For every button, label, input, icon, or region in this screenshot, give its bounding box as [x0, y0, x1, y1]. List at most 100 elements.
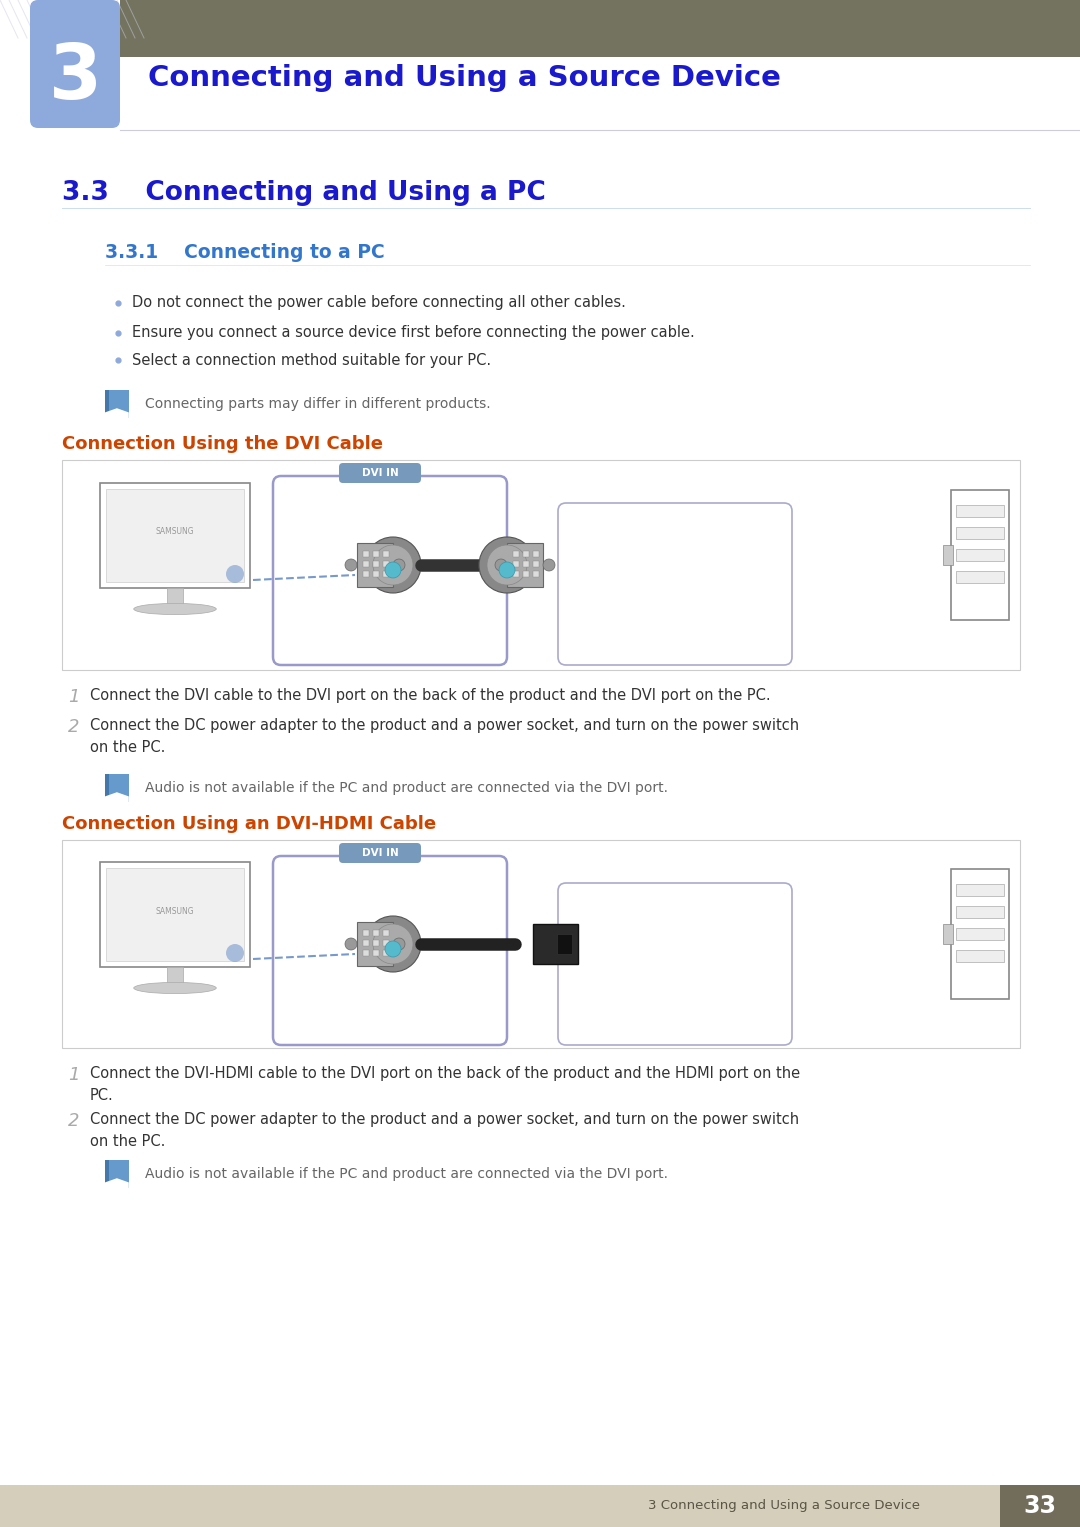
Polygon shape	[105, 1179, 129, 1188]
Circle shape	[384, 562, 401, 579]
Bar	[951, 490, 1009, 620]
Polygon shape	[105, 793, 129, 802]
Circle shape	[365, 538, 421, 592]
Circle shape	[373, 924, 413, 964]
Bar	[557, 935, 572, 954]
Bar	[105, 389, 109, 418]
Bar	[956, 505, 1004, 518]
Text: 33: 33	[1024, 1493, 1056, 1518]
Text: 2: 2	[68, 1112, 80, 1130]
Circle shape	[345, 938, 357, 950]
Bar	[105, 774, 129, 802]
Bar	[106, 867, 244, 960]
Bar	[1000, 1484, 1080, 1527]
Bar	[513, 551, 519, 557]
Text: Do not connect the power cable before connecting all other cables.: Do not connect the power cable before co…	[132, 296, 626, 310]
Text: Connect the DVI-HDMI cable to the DVI port on the back of the product and the HD: Connect the DVI-HDMI cable to the DVI po…	[90, 1066, 800, 1081]
Bar	[507, 544, 543, 586]
Circle shape	[373, 545, 413, 585]
Bar	[513, 571, 519, 577]
FancyBboxPatch shape	[273, 857, 507, 1044]
Bar	[105, 774, 109, 802]
Bar	[105, 1161, 129, 1188]
Bar	[534, 571, 539, 577]
Polygon shape	[105, 408, 129, 418]
Circle shape	[543, 559, 555, 571]
Text: 3.3.1    Connecting to a PC: 3.3.1 Connecting to a PC	[105, 243, 384, 261]
Bar	[373, 930, 379, 936]
Text: Connection Using the DVI Cable: Connection Using the DVI Cable	[62, 435, 383, 454]
Text: Audio is not available if the PC and product are connected via the DVI port.: Audio is not available if the PC and pro…	[145, 1167, 669, 1180]
Circle shape	[480, 538, 535, 592]
Bar	[523, 551, 529, 557]
Bar	[363, 950, 369, 956]
Bar	[100, 863, 249, 967]
Bar	[106, 489, 244, 582]
Bar	[943, 545, 953, 565]
Bar	[383, 930, 389, 936]
Bar	[363, 941, 369, 947]
Text: 1: 1	[68, 689, 80, 705]
Bar	[943, 924, 953, 944]
Text: SAMSUNG: SAMSUNG	[156, 907, 194, 916]
Bar	[357, 544, 393, 586]
Ellipse shape	[226, 565, 244, 583]
FancyBboxPatch shape	[339, 843, 421, 863]
Bar	[534, 924, 578, 964]
Circle shape	[393, 938, 405, 950]
Bar	[523, 571, 529, 577]
Bar	[373, 551, 379, 557]
Text: Connecting and Using a Source Device: Connecting and Using a Source Device	[148, 64, 781, 92]
Bar	[62, 840, 1020, 1048]
Bar	[383, 551, 389, 557]
FancyBboxPatch shape	[30, 0, 120, 128]
Bar	[105, 1161, 109, 1188]
Bar	[357, 922, 393, 967]
FancyBboxPatch shape	[273, 476, 507, 664]
Bar	[383, 941, 389, 947]
Circle shape	[487, 545, 527, 585]
Bar	[534, 551, 539, 557]
Bar	[120, 0, 1080, 56]
FancyBboxPatch shape	[558, 502, 792, 664]
Bar	[105, 389, 129, 418]
Ellipse shape	[134, 603, 216, 614]
Text: 2: 2	[68, 718, 80, 736]
Text: on the PC.: on the PC.	[90, 1135, 165, 1148]
Bar	[956, 527, 1004, 539]
Circle shape	[345, 559, 357, 571]
Bar	[167, 967, 183, 988]
Text: Ensure you connect a source device first before connecting the power cable.: Ensure you connect a source device first…	[132, 325, 694, 341]
Text: Connecting parts may differ in different products.: Connecting parts may differ in different…	[145, 397, 490, 411]
Text: 3 Connecting and Using a Source Device: 3 Connecting and Using a Source Device	[648, 1500, 920, 1513]
Text: 3.3    Connecting and Using a PC: 3.3 Connecting and Using a PC	[62, 180, 545, 206]
Bar	[62, 460, 1020, 670]
Circle shape	[495, 559, 507, 571]
Bar	[373, 941, 379, 947]
Circle shape	[393, 559, 405, 571]
Bar	[956, 550, 1004, 560]
Bar	[951, 869, 1009, 999]
Text: 1: 1	[68, 1066, 80, 1084]
Bar	[373, 571, 379, 577]
Text: DVI IN: DVI IN	[362, 847, 399, 858]
Bar	[523, 560, 529, 567]
Bar	[956, 571, 1004, 583]
Bar	[513, 560, 519, 567]
Bar	[363, 551, 369, 557]
FancyBboxPatch shape	[558, 883, 792, 1044]
Bar	[534, 560, 539, 567]
Circle shape	[365, 916, 421, 973]
Text: Select a connection method suitable for your PC.: Select a connection method suitable for …	[132, 353, 491, 368]
Text: SAMSUNG: SAMSUNG	[156, 527, 194, 536]
Bar	[383, 950, 389, 956]
Bar	[167, 588, 183, 609]
Text: DVI IN: DVI IN	[362, 467, 399, 478]
Bar	[100, 483, 249, 588]
Bar	[956, 950, 1004, 962]
Bar	[363, 930, 369, 936]
Bar	[373, 560, 379, 567]
Text: on the PC.: on the PC.	[90, 741, 165, 754]
Text: Connect the DC power adapter to the product and a power socket, and turn on the : Connect the DC power adapter to the prod…	[90, 1112, 799, 1127]
Bar	[363, 560, 369, 567]
